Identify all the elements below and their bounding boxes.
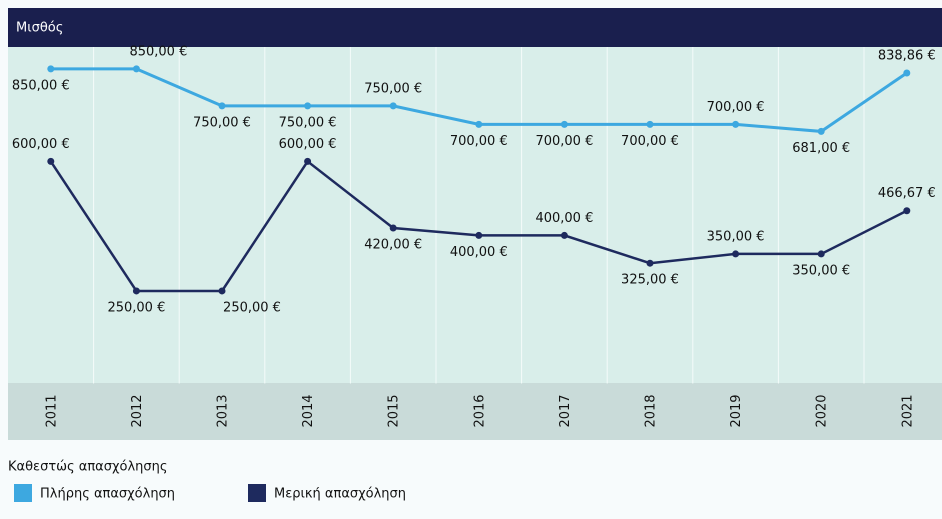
- data-point: [304, 102, 312, 110]
- data-label: 750,00 €: [193, 115, 251, 130]
- data-point: [389, 102, 397, 110]
- data-point: [132, 65, 140, 73]
- chart-title: Μισθός: [16, 21, 63, 36]
- data-label: 750,00 €: [279, 115, 337, 130]
- legend-title: Καθεστώς απασχόλησης: [8, 460, 168, 475]
- data-point: [646, 259, 654, 267]
- data-label: 600,00 €: [279, 137, 337, 152]
- legend-swatch: [248, 484, 266, 502]
- data-label: 700,00 €: [450, 134, 508, 149]
- plot-area: [8, 47, 942, 383]
- x-tick-label: 2021: [900, 394, 915, 427]
- data-label: 400,00 €: [450, 245, 508, 260]
- data-point: [903, 69, 911, 77]
- data-label: 700,00 €: [535, 134, 593, 149]
- data-label: 681,00 €: [792, 141, 850, 156]
- data-point: [646, 120, 654, 128]
- data-label: 850,00 €: [12, 78, 70, 93]
- x-tick-label: 2014: [301, 394, 316, 427]
- data-label: 850,00 €: [129, 44, 187, 59]
- data-point: [47, 157, 55, 165]
- data-label: 466,67 €: [878, 186, 936, 201]
- data-point: [475, 120, 483, 128]
- data-label: 838,86 €: [878, 48, 936, 63]
- legend-swatch: [14, 484, 32, 502]
- data-label: 600,00 €: [12, 137, 70, 152]
- x-tick-label: 2011: [44, 394, 59, 427]
- data-point: [389, 224, 397, 232]
- data-point: [304, 157, 312, 165]
- data-label: 325,00 €: [621, 273, 679, 288]
- data-point: [732, 120, 740, 128]
- data-point: [218, 287, 226, 295]
- data-label: 250,00 €: [223, 300, 281, 315]
- x-tick-label: 2015: [387, 394, 402, 427]
- data-label: 250,00 €: [107, 300, 165, 315]
- data-point: [560, 231, 568, 239]
- legend-label: Μερική απασχόληση: [274, 487, 406, 502]
- x-tick-label: 2020: [815, 394, 830, 427]
- header-bar: [8, 8, 942, 47]
- data-label: 400,00 €: [535, 211, 593, 226]
- x-tick-label: 2013: [216, 394, 231, 427]
- data-label: 350,00 €: [707, 229, 765, 244]
- x-tick-label: 2019: [729, 394, 744, 427]
- data-point: [47, 65, 55, 73]
- data-point: [132, 287, 140, 295]
- x-axis-band: [8, 383, 942, 440]
- data-point: [817, 250, 825, 258]
- x-tick-label: 2018: [644, 394, 659, 427]
- data-label: 700,00 €: [707, 100, 765, 115]
- data-label: 350,00 €: [792, 263, 850, 278]
- x-tick-label: 2012: [130, 394, 145, 427]
- data-label: 420,00 €: [364, 238, 422, 253]
- data-point: [732, 250, 740, 258]
- legend-label: Πλήρης απασχόληση: [40, 487, 175, 502]
- data-point: [560, 120, 568, 128]
- data-point: [218, 102, 226, 110]
- x-tick-label: 2016: [472, 394, 487, 427]
- data-point: [817, 127, 825, 135]
- data-label: 700,00 €: [621, 134, 679, 149]
- data-point: [475, 231, 483, 239]
- x-tick-label: 2017: [558, 394, 573, 427]
- data-label: 750,00 €: [364, 81, 422, 96]
- data-point: [903, 207, 911, 215]
